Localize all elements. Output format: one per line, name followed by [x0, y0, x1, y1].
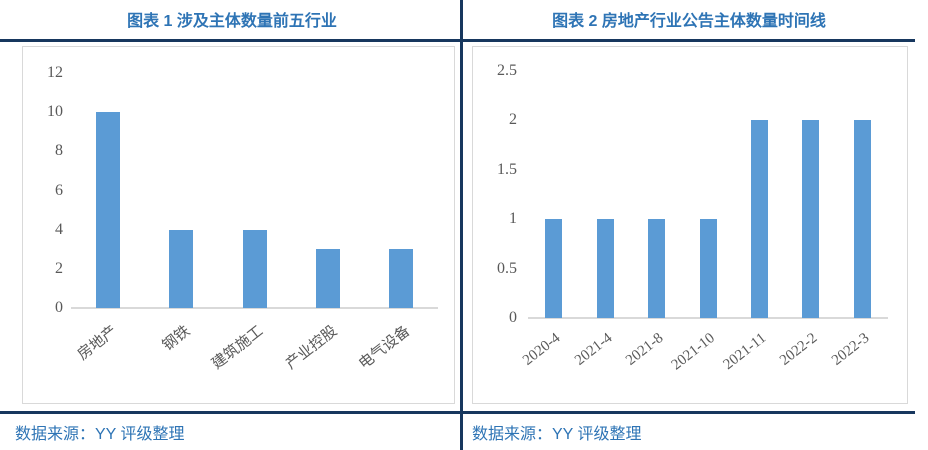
x-axis-category-label: 2022-3	[828, 330, 873, 369]
y-axis-tick-label: 0	[55, 299, 63, 316]
bar	[242, 229, 267, 308]
x-axis-category-label: 2021-4	[571, 330, 616, 369]
x-axis-category-label: 产业控股	[283, 323, 341, 373]
x-axis-category-label: 房地产	[74, 323, 121, 364]
y-axis-tick-label: 8	[55, 142, 63, 160]
bar	[95, 112, 120, 308]
bar	[853, 120, 871, 318]
footer-rule	[464, 411, 915, 414]
y-axis-tick-label: 6	[55, 181, 63, 199]
x-axis-category-label: 建筑施工	[209, 323, 267, 373]
header-rule	[0, 39, 464, 42]
y-axis-tick-label: 12	[47, 64, 63, 81]
x-axis-category-label: 2022-2	[777, 330, 821, 369]
y-axis-tick-label: 0.5	[497, 259, 517, 277]
y-axis-tick-label: 1	[509, 210, 517, 228]
y-axis-tick-label: 1.5	[497, 160, 517, 178]
y-axis-tick-label: 0	[509, 309, 517, 326]
figure-panel-2: 图表 2 房地产行业公告主体数量时间线 0 0.5 1 1.5 2 2.5 2020-4 20…	[464, 0, 928, 450]
figure-1-title: 图表 1 涉及主体数量前五行业	[127, 13, 337, 30]
figure-panel-1: 图表 1 涉及主体数量前五行业 0 2 4 6 8 10 12 房地产 钢铁 建筑施工 产业控股 电气…	[0, 13, 464, 443]
header-rule	[464, 39, 915, 42]
x-axis-line	[528, 317, 888, 319]
x-axis-line	[71, 307, 438, 309]
x-axis-category-label: 电气设备	[356, 323, 414, 373]
bar	[699, 219, 717, 318]
y-axis-tick-label: 4	[55, 220, 63, 238]
bar	[315, 249, 340, 308]
bar	[545, 219, 563, 318]
bar	[596, 219, 614, 318]
x-axis-category-label: 钢铁	[159, 323, 194, 355]
x-axis-category-label: 2021-8	[623, 330, 667, 369]
bar	[802, 120, 820, 318]
y-axis-tick-label: 2.5	[497, 62, 517, 79]
x-axis-category-label: 2021-11	[720, 330, 770, 374]
panel-divider	[460, 0, 463, 450]
x-axis-category-label: 2021-10	[668, 330, 718, 374]
bar	[389, 249, 414, 308]
bar	[750, 120, 768, 318]
figure-2-title: 图表 2 房地产行业公告主体数量时间线	[552, 13, 826, 30]
bar-chart-top-industries: 0 2 4 6 8 10 12 房地产 钢铁 建筑施工 产业控股 电气设备	[22, 46, 455, 404]
y-axis-tick-label: 10	[47, 103, 63, 121]
data-source-text: 数据来源：YY 评级整理	[15, 426, 185, 443]
x-axis-category-label: 2020-4	[520, 330, 564, 369]
data-source-text: 数据来源：YY 评级整理	[472, 426, 642, 443]
bar-chart-timeline: 0 0.5 1 1.5 2 2.5 2020-4 2021-4 2021-8 2021-10 202…	[472, 46, 908, 404]
y-axis-tick-label: 2	[55, 259, 63, 277]
bar	[169, 229, 194, 308]
bar	[648, 219, 666, 318]
y-axis-tick-label: 2	[509, 111, 517, 129]
footer-rule	[0, 411, 464, 414]
